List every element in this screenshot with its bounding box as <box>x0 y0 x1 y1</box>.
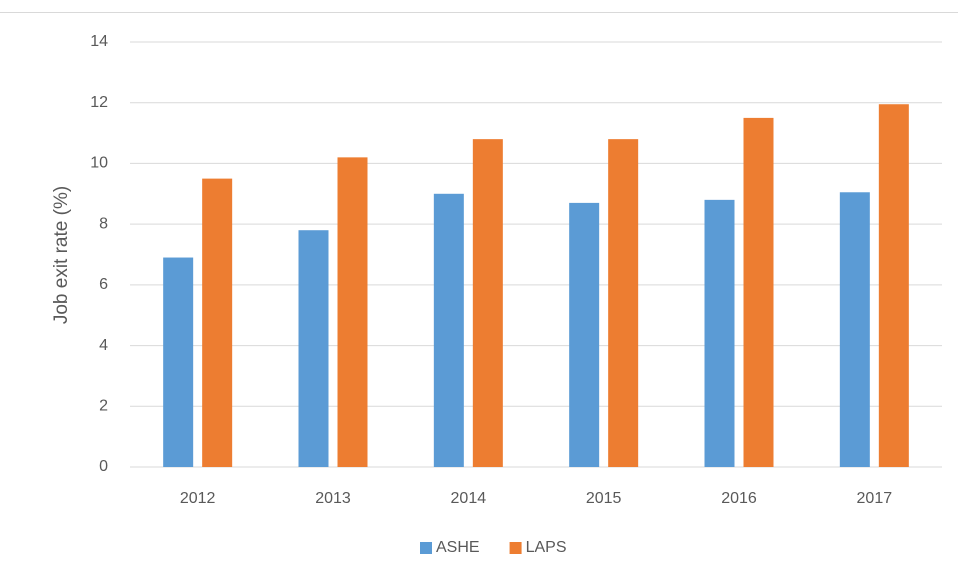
bar <box>298 230 329 467</box>
y-tick-label: 2 <box>99 398 108 415</box>
bar <box>704 199 735 467</box>
legend-label: LAPS <box>526 539 567 556</box>
legend-swatch <box>420 542 432 554</box>
x-tick-label: 2013 <box>315 490 351 507</box>
bar <box>472 139 503 467</box>
bar <box>743 117 774 468</box>
x-tick-label: 2017 <box>857 490 893 507</box>
y-tick-label: 6 <box>99 276 108 293</box>
bar <box>878 104 909 467</box>
y-tick-label: 4 <box>99 337 108 354</box>
y-axis-label: Job exit rate (%) <box>51 186 72 324</box>
x-tick-label: 2014 <box>451 490 487 507</box>
bar <box>569 202 600 467</box>
y-tick-label: 14 <box>90 33 108 50</box>
y-tick-label: 10 <box>90 155 108 172</box>
x-tick-label: 2016 <box>721 490 757 507</box>
bar <box>163 257 194 467</box>
legend-swatch <box>509 542 522 554</box>
legend-label: ASHE <box>436 539 480 556</box>
y-tick-label: 8 <box>99 215 108 232</box>
y-tick-label: 0 <box>99 458 108 475</box>
bar <box>839 192 870 467</box>
x-tick-label: 2015 <box>586 490 622 507</box>
bar <box>433 193 464 468</box>
bar <box>202 178 233 467</box>
y-tick-label: 12 <box>90 94 108 111</box>
bar <box>608 139 639 467</box>
x-tick-label: 2012 <box>180 490 216 507</box>
bar <box>337 157 368 467</box>
